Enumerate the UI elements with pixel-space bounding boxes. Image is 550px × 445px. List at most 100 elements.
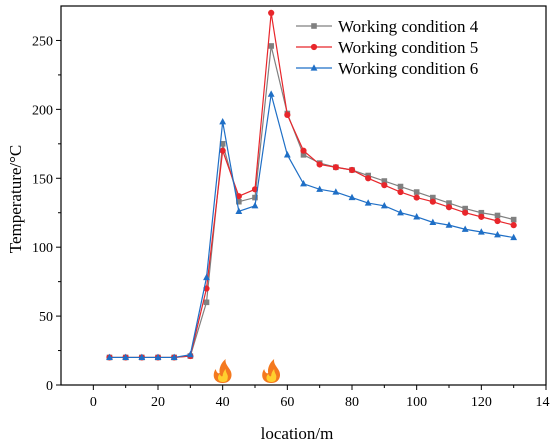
series-group <box>106 9 518 361</box>
data-point <box>138 353 146 361</box>
fire-inner-flame <box>217 369 228 382</box>
data-point <box>219 147 226 154</box>
legend: Working condition 4 Working condition 5 Wo… <box>296 17 479 78</box>
data-point <box>429 198 436 205</box>
data-point <box>477 228 485 235</box>
fire-inner-flame <box>266 369 277 382</box>
data-point <box>106 353 113 361</box>
legend-label: Working condition 4 <box>338 17 479 36</box>
data-point <box>397 208 404 216</box>
x-tick-label: 140 <box>536 395 550 410</box>
data-point <box>236 198 242 205</box>
data-point <box>430 194 436 201</box>
legend-item: Working condition 4 <box>296 17 479 36</box>
data-point <box>445 204 453 211</box>
x-axis-title: location/m <box>261 424 334 443</box>
y-axis-title: Temperature/°C <box>6 145 25 254</box>
data-point <box>316 185 324 192</box>
data-point <box>478 213 485 220</box>
data-point <box>267 90 275 97</box>
data-point <box>332 164 339 171</box>
data-point <box>462 209 469 216</box>
series-1 <box>106 43 517 361</box>
series-line <box>109 45 514 359</box>
data-point <box>380 202 388 209</box>
fire-icon <box>262 359 281 383</box>
data-point <box>252 194 258 201</box>
legend-label: Working condition 5 <box>338 38 478 57</box>
data-point <box>478 209 485 216</box>
data-point <box>462 205 468 212</box>
data-point <box>186 350 194 358</box>
y-tick-label: 150 <box>32 172 53 187</box>
data-point <box>219 117 227 125</box>
data-point <box>494 230 501 238</box>
data-point <box>494 217 501 225</box>
data-point <box>300 147 307 154</box>
data-point <box>235 193 242 200</box>
y-tick-label: 0 <box>46 379 53 394</box>
plot-frame <box>60 5 547 386</box>
legend-marker <box>310 64 318 71</box>
data-point <box>284 111 291 118</box>
series-line <box>109 94 514 359</box>
legend-item: Working condition 6 <box>296 59 478 78</box>
legend-item: Working condition 5 <box>296 38 478 57</box>
x-tick-label: 0 <box>90 395 97 410</box>
fire-markers <box>213 359 281 383</box>
data-point <box>461 225 469 232</box>
data-point <box>203 299 210 306</box>
data-point <box>381 178 388 184</box>
data-point <box>445 221 453 228</box>
data-point <box>348 193 356 201</box>
legend-marker <box>311 23 317 29</box>
y-tick-label: 50 <box>39 310 53 325</box>
data-point <box>429 218 437 225</box>
x-tick-label: 60 <box>280 395 294 410</box>
data-point <box>381 182 388 189</box>
data-point <box>154 353 162 361</box>
data-point <box>510 233 518 241</box>
x-tick-label: 80 <box>345 395 359 410</box>
y-tick-label: 200 <box>32 103 53 118</box>
x-tick-label: 120 <box>471 395 492 410</box>
fire-icon <box>213 359 232 383</box>
data-point <box>397 183 404 190</box>
data-point <box>251 186 259 193</box>
x-tick-label: 40 <box>216 395 230 410</box>
data-point <box>268 9 275 16</box>
data-point <box>268 43 274 49</box>
data-point <box>300 152 307 158</box>
legend-marker <box>310 43 318 51</box>
data-point <box>446 200 452 206</box>
data-point <box>397 188 404 196</box>
ticks-group: 0 20 40 60 80 100 120 140 0 50 100 150 200 250 <box>32 34 550 410</box>
data-point <box>413 194 420 201</box>
data-point <box>170 353 178 361</box>
data-point <box>332 188 340 195</box>
series-3 <box>106 90 518 361</box>
data-point <box>235 207 243 214</box>
y-tick-label: 250 <box>32 34 53 49</box>
data-point <box>283 151 291 158</box>
axes-frame <box>60 5 547 386</box>
data-point <box>494 212 501 219</box>
data-point <box>316 161 323 168</box>
y-tick-label: 100 <box>32 241 53 256</box>
data-point <box>510 222 517 229</box>
data-point <box>300 179 307 187</box>
data-point <box>251 202 259 209</box>
x-tick-label: 20 <box>151 395 165 410</box>
data-point <box>413 189 420 195</box>
data-point <box>510 216 517 223</box>
data-point <box>365 175 372 182</box>
data-point <box>364 199 372 206</box>
legend-label: Working condition 6 <box>338 59 478 78</box>
data-point <box>122 353 130 361</box>
data-point <box>203 273 210 281</box>
data-point <box>219 141 226 147</box>
data-point <box>348 166 356 174</box>
x-tick-label: 100 <box>406 395 427 410</box>
